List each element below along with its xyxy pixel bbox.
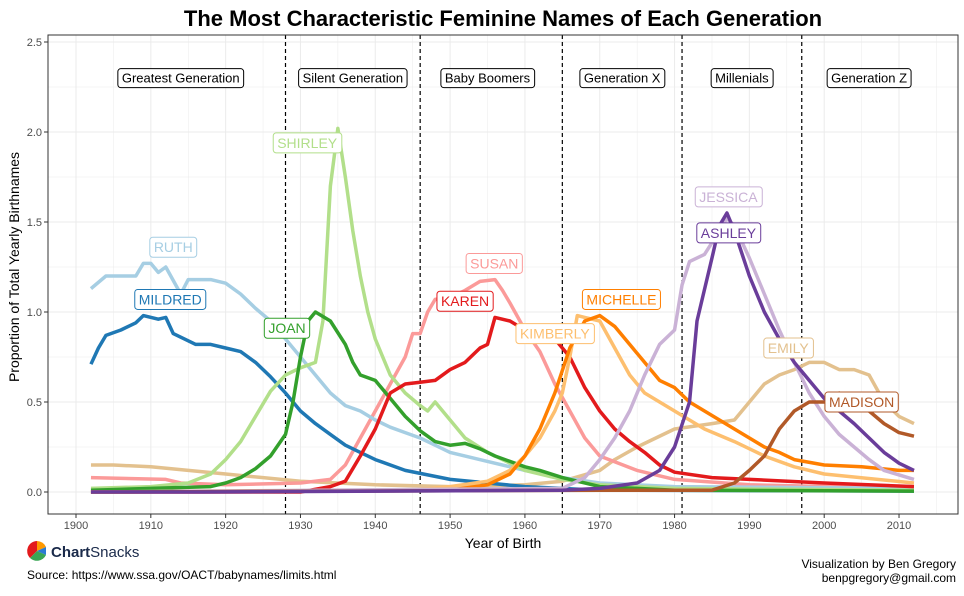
x-tick-label: 1990: [737, 520, 761, 532]
generation-label-text: Millenials: [715, 71, 769, 86]
name-label-ashley-box: [696, 222, 762, 244]
name-label-susan-text: SUSAN: [470, 255, 518, 271]
series-lines: [89, 126, 915, 494]
x-tick-label: 1970: [587, 520, 611, 532]
generation-label: Greatest Generation: [117, 68, 245, 89]
name-label-shirley: SHIRLEY: [272, 132, 343, 154]
generation-label-box: [710, 68, 774, 89]
generation-label-text: Baby Boomers: [445, 71, 531, 86]
name-label-susan-box: [465, 252, 523, 274]
name-label-kimberly-text: KIMBERLY: [520, 326, 590, 342]
name-label-ruth-text: RUTH: [154, 239, 193, 255]
series-line-mildred: [89, 313, 914, 493]
name-label-joan-text: JOAN: [268, 320, 305, 336]
name-label-kimberly: KIMBERLY: [515, 323, 595, 345]
name-label-susan: SUSAN: [465, 252, 523, 274]
name-label-shirley-text: SHIRLEY: [277, 135, 338, 151]
name-label-jessica-box: [694, 186, 763, 208]
name-labels: EMILY SUSAN RUTH MILDRED SHIRLEY JOAN KAREN KIM…: [134, 132, 899, 413]
generation-label-text: Generation Z: [831, 71, 907, 86]
name-label-joan-box: [263, 317, 311, 339]
series-line-shirley: [90, 126, 914, 492]
name-label-madison-box: [824, 391, 899, 413]
name-label-shirley-box: [272, 132, 343, 154]
generation-label: Millenials: [710, 68, 774, 89]
x-tick-label: 1900: [64, 520, 88, 532]
x-tick-label: 1980: [662, 520, 686, 532]
grid: [48, 35, 958, 514]
name-label-ashley: ASHLEY: [696, 222, 762, 244]
series-line-ruth: [89, 261, 914, 491]
name-label-mildred-text: MILDRED: [139, 291, 202, 307]
name-label-ruth: RUTH: [149, 236, 198, 258]
generation-label-box: [117, 68, 245, 89]
x-tick-label: 1950: [438, 520, 462, 532]
name-label-karen: KAREN: [436, 290, 494, 312]
credit-author: Visualization by Ben Gregory: [801, 557, 956, 571]
y-tick-label: 2.0: [27, 127, 42, 139]
x-tick-label: 1920: [213, 520, 237, 532]
generation-label: Silent Generation: [298, 68, 408, 89]
x-tick-label: 1930: [288, 520, 312, 532]
generation-label-text: Greatest Generation: [122, 71, 240, 86]
x-tick-label: 1960: [513, 520, 537, 532]
name-label-madison: MADISON: [824, 391, 899, 413]
generation-boundaries: [284, 35, 803, 514]
generation-label-text: Generation X: [584, 71, 661, 86]
y-tick-label: 1.0: [27, 307, 42, 319]
generation-labels: Greatest Generation Silent Generation Baby…: [117, 68, 912, 89]
series-line-emily: [90, 360, 915, 489]
chart-title: The Most Characteristic Feminine Names o…: [184, 6, 822, 31]
credit-email: benpgregory@gmail.com: [822, 571, 956, 585]
generation-label-box: [440, 68, 536, 89]
name-label-karen-box: [436, 290, 494, 312]
generation-label-box: [826, 68, 912, 89]
x-axis-label: Year of Birth: [465, 535, 542, 551]
generation-label-text: Silent Generation: [303, 71, 403, 86]
name-label-jessica-text: JESSICA: [699, 189, 758, 205]
name-label-emily-box: [763, 337, 814, 359]
name-label-emily-text: EMILY: [768, 340, 810, 356]
axes: 1900 1910 1920 1930 1940 1950 1960 1970 1980 1990…: [27, 34, 959, 532]
chartsnacks-logo: ChartSnacks: [27, 541, 139, 561]
y-tick-label: 2.5: [27, 37, 42, 49]
series-line-karen: [90, 315, 915, 494]
name-label-kimberly-box: [515, 323, 595, 345]
generation-label-box: [579, 68, 666, 89]
name-label-mildred: MILDRED: [134, 288, 207, 310]
x-tick-label: 1910: [139, 520, 163, 532]
name-label-mildred-box: [134, 288, 207, 310]
x-tick-label: 1940: [363, 520, 387, 532]
name-label-madison-text: MADISON: [829, 394, 894, 410]
name-label-ashley-text: ASHLEY: [701, 225, 757, 241]
name-label-michelle-text: MICHELLE: [586, 291, 656, 307]
y-tick-label: 0.5: [27, 397, 42, 409]
name-label-michelle-box: [581, 288, 661, 310]
y-tick-label: 0.0: [27, 487, 42, 499]
name-label-ruth-box: [149, 236, 198, 258]
plot-border: [47, 34, 959, 515]
x-tick-label: 2010: [887, 520, 911, 532]
generation-label: Baby Boomers: [440, 68, 536, 89]
series-line-madison: [90, 391, 915, 494]
source-note: Source: https://www.ssa.gov/OACT/babynam…: [27, 568, 336, 582]
svg-text:ChartSnacks: ChartSnacks: [51, 544, 139, 561]
name-label-jessica: JESSICA: [694, 186, 763, 208]
series-line-joan: [90, 310, 914, 493]
y-axis-label: Proportion of Total Yearly Birthnames: [6, 152, 22, 382]
name-label-karen-text: KAREN: [441, 293, 489, 309]
name-label-michelle: MICHELLE: [581, 288, 661, 310]
generation-label-box: [298, 68, 408, 89]
generation-label: Generation Z: [826, 68, 912, 89]
generation-label: Generation X: [579, 68, 666, 89]
x-tick-label: 2000: [812, 520, 836, 532]
y-tick-label: 1.5: [27, 217, 42, 229]
name-label-joan: JOAN: [263, 317, 311, 339]
name-label-emily: EMILY: [763, 337, 814, 359]
series-line-michelle: [90, 313, 914, 494]
